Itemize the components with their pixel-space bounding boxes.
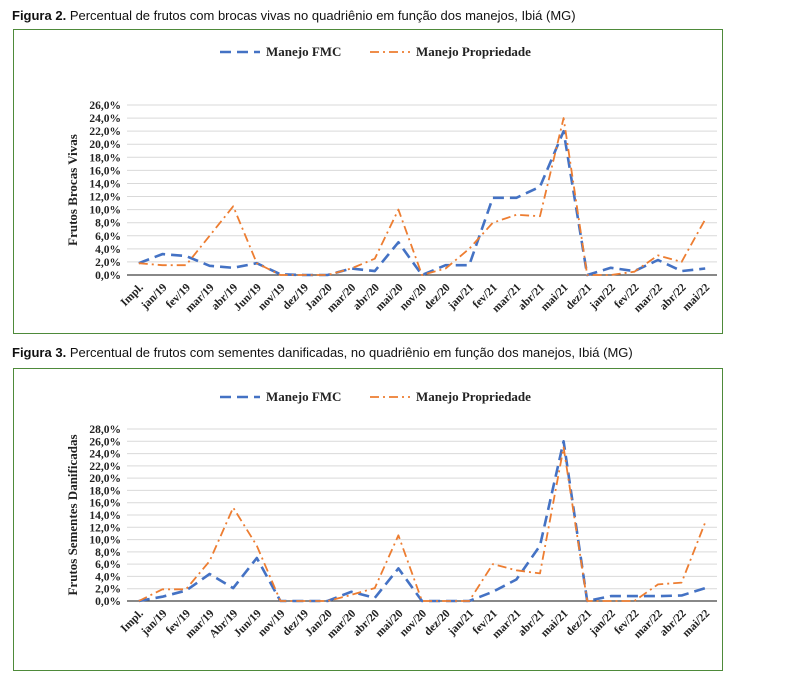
x-tick-label: mai/22	[680, 281, 712, 313]
figure-2-text: Percentual de frutos com brocas vivas no…	[69, 8, 576, 23]
figure-2-chart: 0,0% 2,0% 4,0% 6,0% 8,0% 10,0% 12,0% 14,0% 16,0%…	[13, 29, 723, 334]
figure-3-text: Percentual de frutos com sementes danifi…	[69, 345, 633, 360]
x-tick-label: dez/20	[422, 607, 453, 638]
x-tick-label: jan/21	[445, 607, 476, 638]
series-line-manejo-propriedade	[138, 446, 707, 602]
x-tick-label: dez/21	[564, 281, 595, 312]
x-tick-label: nov/19	[256, 281, 288, 313]
y-tick-label: 8,0%	[95, 547, 121, 559]
y-tick-label: 6,0%	[95, 559, 121, 571]
y-axis-label: Frutos Brocas Vivas	[65, 134, 80, 246]
y-tick-label: 28,0%	[89, 424, 121, 436]
legend-label: Manejo FMC	[266, 389, 341, 404]
chart-sementes-danificadas: 0,0%2,0%4,0%6,0%8,0%10,0%12,0%14,0%16,0%…	[65, 389, 717, 641]
series-line-manejo-fmc	[138, 129, 706, 277]
figure-2-label: Figura 2.	[12, 8, 67, 23]
y-tick-label: 4,0%	[95, 244, 121, 256]
y-tick-label: 14,0%	[89, 510, 121, 522]
y-tick-label: 10,0%	[89, 205, 121, 217]
y-tick-label: 10,0%	[89, 535, 121, 547]
y-tick-label: 20,0%	[89, 139, 121, 151]
y-tick-label: 4,0%	[95, 571, 121, 583]
y-tick-label: 16,0%	[89, 498, 121, 510]
x-tick-label: jan/19	[139, 281, 170, 312]
x-tick-label: nov/20	[398, 281, 430, 313]
y-tick-label: 26,0%	[89, 436, 121, 448]
y-axis-label: Frutos Sementes Danificadas	[65, 434, 80, 595]
y-tick-label: 12,0%	[89, 192, 121, 204]
y-tick-label: 18,0%	[89, 485, 121, 497]
x-tick-label: dez/20	[422, 281, 453, 312]
y-tick-label: 16,0%	[89, 165, 121, 177]
y-tick-label: 12,0%	[89, 522, 121, 534]
x-tick-label: nov/19	[256, 607, 288, 639]
x-tick-label: mai/21	[539, 281, 571, 313]
y-tick-label: 26,0%	[89, 100, 121, 112]
x-tick-label: jan/22	[587, 607, 618, 638]
y-tick-label: 24,0%	[89, 449, 121, 461]
y-tick-label: 2,0%	[95, 584, 121, 596]
legend-label: Manejo FMC	[266, 44, 341, 59]
x-tick-label: nov/20	[398, 607, 430, 639]
chart-brocas-vivas: 0,0%2,0%4,0%6,0%8,0%10,0%12,0% 14,0%16,0%…	[65, 44, 717, 315]
x-tick-label: jan/22	[587, 281, 618, 312]
y-tick-label: 0,0%	[95, 270, 121, 282]
x-tick-label: mai/21	[539, 607, 571, 639]
figure-3-label: Figura 3.	[12, 345, 67, 360]
y-tick-label: 22,0%	[89, 126, 121, 138]
x-tick-label: jan/19	[139, 607, 170, 638]
y-tick-label: 22,0%	[89, 461, 121, 473]
y-tick-label: 8,0%	[95, 218, 121, 230]
y-tick-label: 14,0%	[89, 178, 121, 190]
legend-label: Manejo Propriedade	[416, 44, 531, 59]
y-tick-label: 24,0%	[89, 113, 121, 125]
x-tick-label: mai/22	[680, 607, 712, 639]
series-line-manejo-fmc	[138, 440, 706, 603]
y-tick-label: 0,0%	[95, 596, 121, 608]
y-tick-label: 20,0%	[89, 473, 121, 485]
y-tick-label: 2,0%	[95, 257, 121, 269]
y-tick-label: 18,0%	[89, 152, 121, 164]
x-tick-label: dez/21	[564, 607, 595, 638]
x-tick-label: jan/21	[445, 281, 476, 312]
legend-label: Manejo Propriedade	[416, 389, 531, 404]
figure-2-caption: Figura 2. Percentual de frutos com broca…	[12, 8, 576, 23]
figure-3-caption: Figura 3. Percentual de frutos com semen…	[12, 345, 633, 360]
figure-3-chart: 0,0% 2,0% 4,0% 6,0% 8,0% 10,0% 12,0% 14,0% 16,0%…	[13, 368, 723, 671]
y-tick-label: 6,0%	[95, 231, 121, 243]
